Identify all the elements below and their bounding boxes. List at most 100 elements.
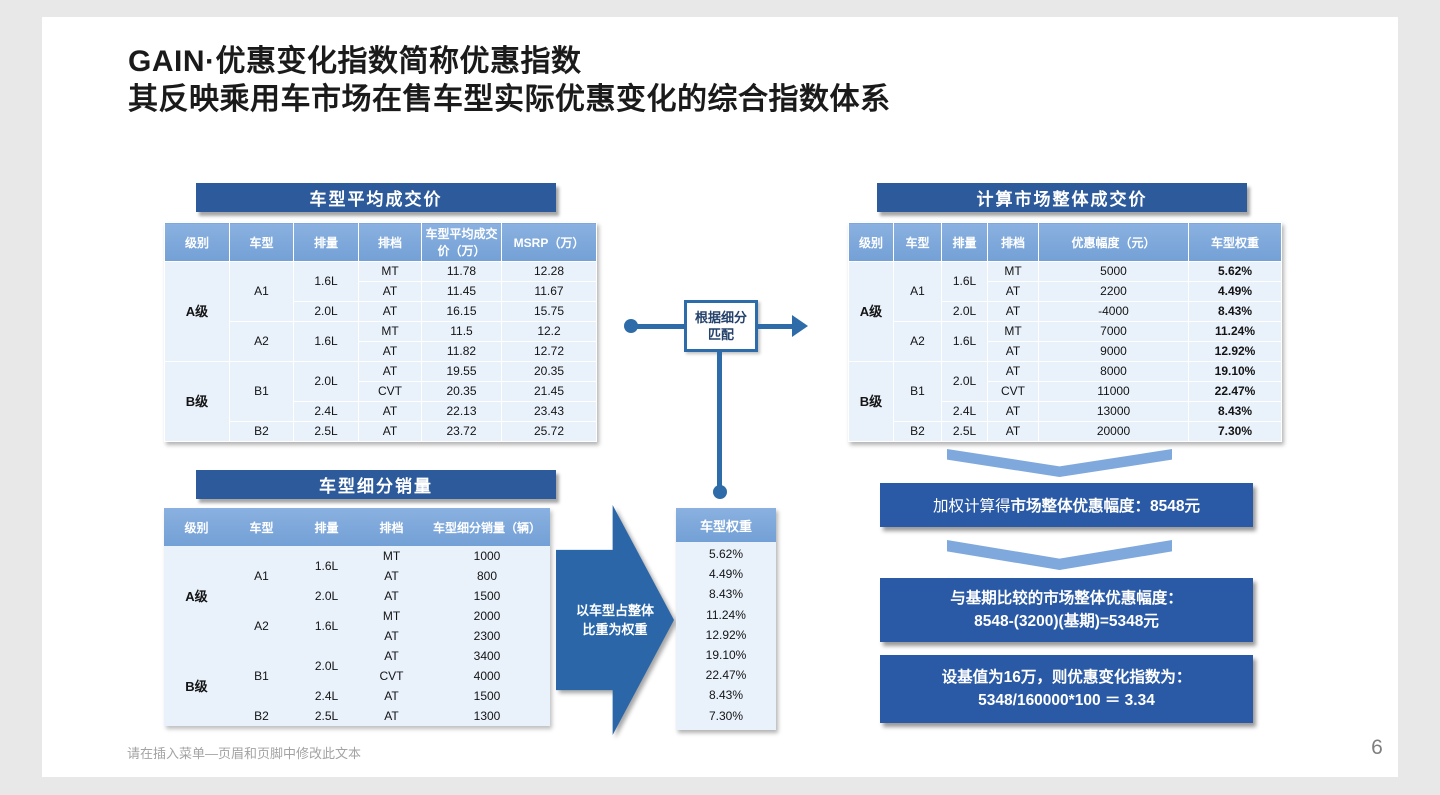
table-cell: MT bbox=[359, 606, 424, 626]
table-cell: B1 bbox=[893, 361, 942, 422]
column-header: 车型细分销量（辆） bbox=[424, 508, 550, 546]
table-cell: 9000 bbox=[1038, 341, 1189, 362]
table-cell: B1 bbox=[229, 361, 294, 422]
table-cell: 1.6L bbox=[293, 261, 359, 302]
column-header: 车型平均成交价（万） bbox=[421, 222, 502, 262]
weight-value: 19.10% bbox=[705, 647, 747, 662]
match-box: 根据细分 匹配 bbox=[684, 300, 758, 352]
table-cell: AT bbox=[987, 361, 1039, 382]
table-cell: AT bbox=[359, 626, 424, 646]
weight-arrow-line1: 以车型占整体 bbox=[575, 603, 654, 618]
table-cell: 20.35 bbox=[421, 381, 502, 402]
table-cell: B2 bbox=[229, 706, 294, 726]
column-header: 优惠幅度（元） bbox=[1038, 222, 1189, 262]
discount-title-bar: 计算市场整体成交价 bbox=[877, 183, 1247, 212]
table-cell: B2 bbox=[229, 421, 294, 442]
table-row: A2 1.6L MT 11.5 12.2 bbox=[165, 321, 597, 362]
table-cell: 13000 bbox=[1038, 401, 1189, 422]
result1-prefix: 加权计算得 bbox=[933, 498, 1011, 515]
column-header: 排档 bbox=[359, 508, 424, 546]
table-row: 2.0L AT 1500 bbox=[164, 586, 550, 606]
table-cell: AT bbox=[987, 301, 1039, 322]
column-header: 排档 bbox=[987, 222, 1039, 262]
table-cell: MT bbox=[987, 261, 1039, 282]
table-cell: 2000 bbox=[424, 606, 550, 626]
table-row: B级 B1 2.0L AT 19.55 20.35 bbox=[164, 361, 597, 442]
table-cell: AT bbox=[359, 706, 424, 726]
table-header-row: 级别 车型 排量 排档 车型平均成交价（万） MSRP（万） bbox=[164, 222, 597, 262]
table-row: 2.4L AT 1500 bbox=[164, 686, 550, 706]
column-header: 车型权重 bbox=[1188, 222, 1282, 262]
table-cell: 3400 bbox=[424, 646, 550, 666]
connector-line bbox=[631, 324, 684, 329]
weight-column-body: 5.62% 4.49% 8.43% 11.24% 12.92% 19.10% 2… bbox=[676, 542, 776, 730]
table-cell: 1.6L bbox=[941, 321, 988, 362]
weighted-discount-box: 加权计算得市场整体优惠幅度：8548元 bbox=[880, 483, 1253, 527]
sales-table: 级别 车型 排量 排档 车型细分销量（辆） A级 A1 1.6L MT 1000… bbox=[164, 508, 550, 726]
table-cell: A1 bbox=[893, 261, 942, 322]
table-row: B2 2.5L AT 1300 bbox=[164, 706, 550, 726]
weighted-discount-text: 加权计算得市场整体优惠幅度：8548元 bbox=[933, 494, 1200, 516]
table-cell: AT bbox=[359, 646, 424, 666]
table-cell: 1000 bbox=[424, 546, 550, 566]
table-cell: AT bbox=[359, 586, 424, 606]
result3-line2: 5348/160000*100 ＝ 3.34 bbox=[978, 692, 1155, 709]
table-cell: 11.82 bbox=[421, 341, 502, 362]
table-row: AT 2200 4.49% bbox=[849, 281, 1282, 302]
slide: GAIN·优惠变化指数简称优惠指数 其反映乘用车市场在售车型实际优惠变化的综合指… bbox=[42, 17, 1398, 777]
table-row: 2.0L AT 16.15 15.75 bbox=[165, 301, 597, 322]
result1-bold: 市场整体优惠幅度：8548元 bbox=[1010, 498, 1200, 515]
column-header: 级别 bbox=[164, 508, 229, 546]
table-cell: 2.5L bbox=[294, 706, 359, 726]
index-result-box: 设基值为16万，则优惠变化指数为： 5348/160000*100 ＝ 3.34 bbox=[880, 655, 1253, 723]
page-title: GAIN·优惠变化指数简称优惠指数 其反映乘用车市场在售车型实际优惠变化的综合指… bbox=[128, 43, 891, 119]
table-cell: 25.72 bbox=[501, 421, 597, 442]
table-row: CVT 20.35 21.45 bbox=[165, 381, 597, 402]
table-cell: 1500 bbox=[424, 586, 550, 606]
weight-column: 车型权重 5.62% 4.49% 8.43% 11.24% 12.92% 19.… bbox=[676, 508, 776, 730]
table-cell: B级 bbox=[848, 361, 894, 442]
weight-value: 11.24% bbox=[706, 607, 746, 622]
table-row: 2.4L AT 22.13 23.43 bbox=[165, 401, 597, 422]
footer-text: 请在插入菜单—页眉和页脚中修改此文本 bbox=[127, 746, 362, 761]
table-cell: 2.0L bbox=[941, 361, 988, 402]
page-title-line2: 其反映乘用车市场在售车型实际优惠变化的综合指数体系 bbox=[128, 83, 891, 116]
avg-price-title-bar: 车型平均成交价 bbox=[196, 183, 556, 212]
table-cell: CVT bbox=[987, 381, 1039, 402]
table-cell: A级 bbox=[164, 546, 229, 646]
table-cell: MT bbox=[358, 261, 422, 282]
table-row: A2 1.6L MT 7000 11.24% bbox=[849, 321, 1282, 362]
weight-value: 8.43% bbox=[708, 587, 744, 602]
table-cell: 1.6L bbox=[294, 546, 359, 586]
weight-value: 8.43% bbox=[708, 688, 744, 703]
column-header: 排量 bbox=[941, 222, 988, 262]
table-cell: 2.4L bbox=[294, 686, 359, 706]
table-cell: 20000 bbox=[1038, 421, 1189, 442]
weight-value: 7.30% bbox=[708, 708, 744, 723]
table-cell: 12.2 bbox=[501, 321, 597, 342]
table-cell: AT bbox=[358, 341, 422, 362]
table-cell: 8.43% bbox=[1188, 401, 1282, 422]
table-cell: 8.43% bbox=[1188, 301, 1282, 322]
table-header-row: 级别 车型 排量 排档 车型细分销量（辆） bbox=[164, 508, 550, 546]
column-header: 车型 bbox=[893, 222, 942, 262]
connector-line bbox=[758, 324, 794, 329]
connector-line bbox=[717, 352, 722, 488]
table-cell: 1300 bbox=[424, 706, 550, 726]
table-row: B2 2.5L AT 20000 7.30% bbox=[849, 421, 1282, 442]
result3-line1: 设基值为16万，则优惠变化指数为： bbox=[941, 669, 1192, 686]
table-cell: 22.47% bbox=[1188, 381, 1282, 402]
avg-price-table: 级别 车型 排量 排档 车型平均成交价（万） MSRP（万） A级 A1 1.6… bbox=[164, 222, 597, 442]
column-header: 排量 bbox=[293, 222, 359, 262]
weight-value: 12.92% bbox=[705, 627, 747, 642]
table-cell: AT bbox=[987, 341, 1039, 362]
column-header: MSRP（万） bbox=[501, 222, 597, 262]
table-cell: AT bbox=[358, 421, 422, 442]
table-cell: 1500 bbox=[424, 686, 550, 706]
table-cell: CVT bbox=[359, 666, 424, 686]
table-cell: 5.62% bbox=[1188, 261, 1282, 282]
table-cell: 5000 bbox=[1038, 261, 1189, 282]
table-row: AT 9000 12.92% bbox=[849, 341, 1282, 362]
match-box-line2: 匹配 bbox=[707, 327, 734, 342]
table-cell: 2.5L bbox=[293, 421, 359, 442]
